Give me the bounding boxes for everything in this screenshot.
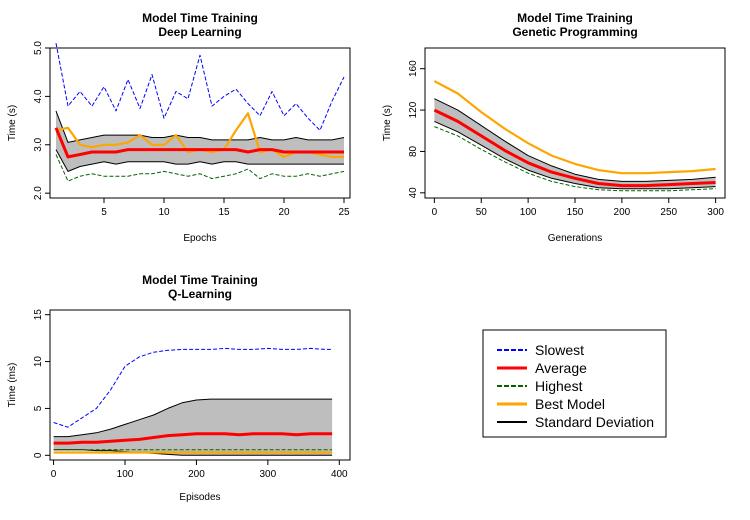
panel2-xtick-label: 50 xyxy=(476,207,488,218)
panel1-xtick-label: 10 xyxy=(158,207,170,218)
panel2-highest-line xyxy=(434,126,716,192)
panel1-xtick-label: 5 xyxy=(101,207,107,218)
panel3-xtick-label: 200 xyxy=(188,469,205,480)
panel2-ytick-label: 120 xyxy=(408,101,419,118)
panel2-ytick-label: 160 xyxy=(408,60,419,77)
panel1-sd-band xyxy=(56,110,344,172)
panel1-sd-lower-line xyxy=(55,149,344,172)
panel3-frame xyxy=(49,309,351,461)
panel3-subtitle: Q-Learning xyxy=(168,287,232,301)
panel1-slowest-line xyxy=(55,43,345,131)
panel2-xtick-label: 0 xyxy=(432,207,438,218)
legend-label-highest: Highest xyxy=(535,378,583,394)
panel3-xtick-label: 400 xyxy=(331,469,348,480)
panel2-ytick-label: 80 xyxy=(408,145,419,157)
legend: Slowest Average Highest Best Model Standard … xyxy=(482,329,667,438)
panel3-xtick-label: 100 xyxy=(117,469,134,480)
panel2-sd-upper-line xyxy=(434,98,716,182)
panel2-xtick-label: 100 xyxy=(520,207,537,218)
panel3-xlabel: Episodes xyxy=(179,492,220,503)
panel3-slowest-line xyxy=(53,347,333,428)
panel2-best-model-line xyxy=(433,80,716,175)
panel3-xtick-label: 0 xyxy=(51,469,57,480)
panel3-sd-upper-line xyxy=(53,398,333,438)
panel1-sd-upper-line xyxy=(55,110,345,143)
panel2-ytick-label: 40 xyxy=(408,187,419,199)
panel2-title: Model Time Training xyxy=(517,11,633,25)
panel1-xtick-label: 25 xyxy=(338,207,350,218)
panel1-highest-line xyxy=(55,154,345,182)
panel1-subtitle: Deep Learning xyxy=(158,25,241,39)
panel2-xtick-label: 200 xyxy=(614,207,631,218)
legend-label-slowest: Slowest xyxy=(535,342,584,358)
panel3-sd-band xyxy=(53,399,333,456)
legend-label-standard-deviation: Standard Deviation xyxy=(535,414,654,430)
panel1-ylabel: Time (s) xyxy=(7,105,18,141)
panel1-xlabel: Epochs xyxy=(183,233,216,244)
panel3-ytick-label: 15 xyxy=(33,309,44,321)
panel1-xtick-label: 15 xyxy=(218,207,230,218)
panel3-ytick-label: 0 xyxy=(33,452,44,458)
legend-box xyxy=(482,329,667,438)
panel2-subtitle: Genetic Programming xyxy=(512,25,637,39)
panel1-average-line xyxy=(54,127,344,159)
panel2-xtick-label: 250 xyxy=(660,207,677,218)
legend-label-average: Average xyxy=(535,360,587,376)
panel1-ytick-label: 3.0 xyxy=(33,137,44,151)
panel3-ytick-label: 5 xyxy=(33,405,44,411)
panel2-sd-lower-line xyxy=(434,120,716,190)
panel1-xtick-label: 20 xyxy=(278,207,290,218)
panel2-sd-band xyxy=(434,98,716,189)
panel3-ytick-label: 10 xyxy=(33,356,44,368)
panel2-ylabel: Time (s) xyxy=(382,105,393,141)
panel3-sd-lower-line xyxy=(53,449,333,456)
panel2-average-line xyxy=(433,108,716,188)
panel1-ytick-label: 2.0 xyxy=(33,186,44,200)
panel2-xlabel: Generations xyxy=(548,233,602,244)
panel3-average-line xyxy=(53,432,333,445)
panel3-ylabel: Time (ms) xyxy=(7,363,18,408)
panel2-xtick-label: 150 xyxy=(567,207,584,218)
panel1-ytick-label: 4.0 xyxy=(33,89,44,103)
panel2-xtick-label: 300 xyxy=(707,207,724,218)
panel3-xtick-label: 300 xyxy=(260,469,277,480)
panel1-frame xyxy=(49,47,351,199)
panel1-title: Model Time Training xyxy=(142,11,258,25)
panel3-title: Model Time Training xyxy=(142,273,258,287)
panel1-ytick-label: 5.0 xyxy=(33,41,44,55)
legend-label-best-model: Best Model xyxy=(535,396,605,412)
